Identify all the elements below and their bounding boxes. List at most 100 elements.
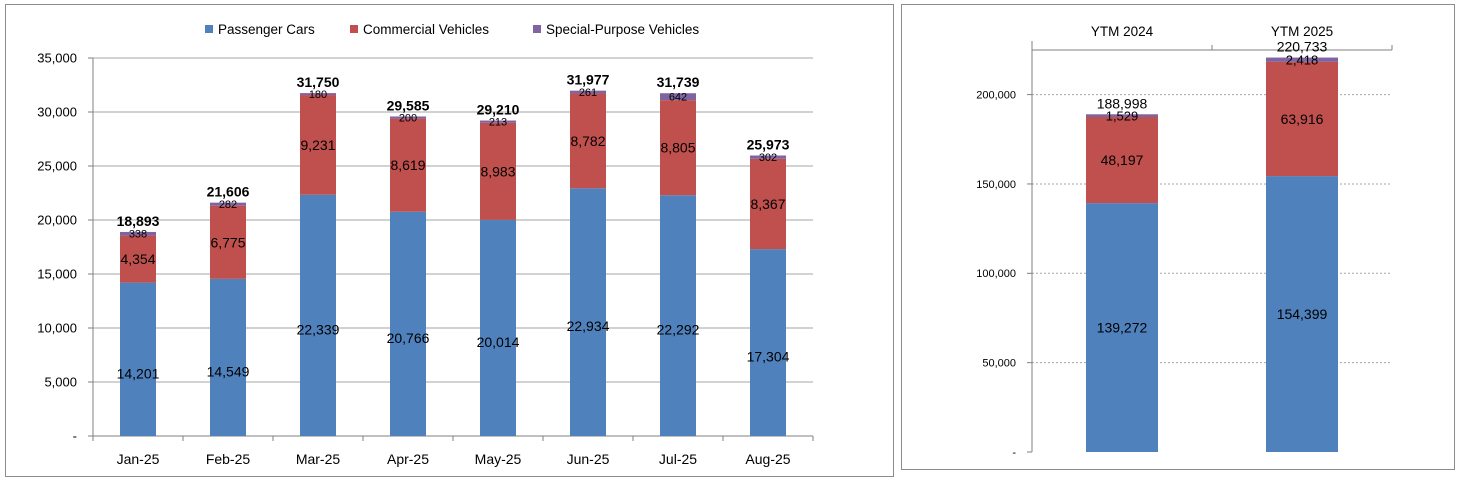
bar-passenger-cars [570, 188, 606, 436]
y-tick-label: 30,000 [37, 105, 77, 120]
bar-passenger-cars [1266, 176, 1338, 452]
bar-commercial-vehicles [660, 100, 696, 196]
data-label-commercial-vehicles: 9,231 [300, 137, 335, 153]
legend-label-commercial-vehicles: Commercial Vehicles [363, 22, 489, 37]
data-label-passenger-cars: 20,014 [477, 334, 520, 350]
bar-special-purpose-vehicles [210, 202, 246, 206]
data-label-commercial-vehicles: 6,775 [210, 234, 245, 250]
legend-swatch-commercial-vehicles [350, 25, 358, 33]
y-tick-label: 20,000 [37, 213, 77, 228]
x-tick-label: YTM 2024 [1091, 24, 1154, 39]
y-tick-label: 5,000 [44, 375, 77, 390]
bar-passenger-cars [660, 195, 696, 436]
total-label: 18,893 [117, 213, 160, 229]
bar-passenger-cars [300, 194, 336, 436]
data-label-commercial-vehicles: 8,805 [660, 140, 695, 156]
data-label-special-purpose-vehicles: 642 [669, 92, 687, 104]
data-label-special-purpose-vehicles: 261 [579, 87, 597, 99]
total-label: 220,733 [1277, 39, 1328, 55]
bar-commercial-vehicles [390, 118, 426, 212]
data-label-passenger-cars: 22,292 [657, 322, 700, 338]
bar-passenger-cars [1086, 203, 1158, 452]
data-label-passenger-cars: 20,766 [387, 330, 430, 346]
legend-swatch-passenger-cars [205, 25, 213, 33]
bar-special-purpose-vehicles [1266, 57, 1338, 62]
data-label-passenger-cars: 139,272 [1097, 320, 1148, 336]
bar-passenger-cars [120, 282, 156, 436]
data-label-special-purpose-vehicles: 2,418 [1286, 52, 1319, 67]
bar-special-purpose-vehicles [480, 120, 516, 123]
data-label-special-purpose-vehicles: 200 [399, 113, 417, 125]
bar-special-purpose-vehicles [660, 93, 696, 101]
x-tick-label: Jun-25 [567, 451, 610, 467]
y-tick-label: 50,000 [982, 358, 1016, 370]
y-tick-label: 150,000 [976, 179, 1016, 191]
data-label-special-purpose-vehicles: 213 [489, 117, 507, 129]
legend-label-passenger-cars: Passenger Cars [218, 22, 315, 37]
y-tick-label: 100,000 [976, 268, 1016, 280]
x-tick-label: May-25 [475, 451, 522, 467]
data-label-special-purpose-vehicles: 180 [309, 89, 327, 101]
bar-special-purpose-vehicles [120, 231, 156, 236]
x-tick-label: Mar-25 [296, 451, 341, 467]
bar-commercial-vehicles [1266, 61, 1338, 177]
bar-special-purpose-vehicles [300, 93, 336, 96]
data-label-commercial-vehicles: 8,983 [480, 163, 515, 179]
x-tick-label: Jul-25 [659, 451, 697, 467]
data-label-passenger-cars: 14,201 [117, 365, 160, 381]
x-tick-label: YTM 2025 [1271, 24, 1333, 39]
y-tick-label: 10,000 [37, 321, 77, 336]
data-label-passenger-cars: 22,934 [567, 318, 610, 334]
total-label: 29,210 [477, 102, 520, 118]
ytm-sales-chart: - 50,000 100,000 150,000 200,000 YTM 2024 YTM … [976, 24, 1393, 459]
bar-special-purpose-vehicles [570, 90, 606, 94]
bar-passenger-cars [390, 211, 426, 436]
data-label-commercial-vehicles: 8,782 [570, 133, 605, 149]
y-tick-label: 15,000 [37, 267, 77, 282]
data-label-passenger-cars: 17,304 [747, 349, 790, 365]
data-label-commercial-vehicles: 63,916 [1281, 111, 1324, 127]
bar-commercial-vehicles [120, 235, 156, 283]
bar-special-purpose-vehicles [1086, 114, 1158, 118]
x-tick-label: Apr-25 [387, 451, 429, 467]
bar-commercial-vehicles [480, 122, 516, 220]
data-label-special-purpose-vehicles: 338 [129, 229, 147, 241]
bar-commercial-vehicles [750, 158, 786, 250]
bar-passenger-cars [210, 278, 246, 436]
data-label-commercial-vehicles: 4,354 [120, 251, 155, 267]
y-tick-label: - [1012, 447, 1016, 459]
bar-special-purpose-vehicles [750, 155, 786, 159]
y-tick-label: 35,000 [37, 51, 77, 66]
y-tick-label: - [73, 429, 77, 444]
y-tick-label: 200,000 [976, 89, 1016, 101]
total-label: 188,998 [1097, 95, 1148, 111]
total-label: 31,739 [657, 74, 700, 90]
bar-passenger-cars [750, 249, 786, 436]
data-label-special-purpose-vehicles: 1,529 [1106, 108, 1139, 123]
bar-commercial-vehicles [570, 93, 606, 189]
data-label-passenger-cars: 154,399 [1277, 306, 1328, 322]
monthly-sales-chart: - 5,000 10,000 15,000 20,000 25,000 30,000 35,0… [37, 22, 814, 467]
bar-commercial-vehicles [210, 205, 246, 279]
total-label: 29,585 [387, 97, 430, 113]
data-label-special-purpose-vehicles: 302 [759, 152, 777, 164]
bar-special-purpose-vehicles [390, 116, 426, 119]
data-label-passenger-cars: 14,549 [207, 363, 250, 379]
bar-commercial-vehicles [300, 95, 336, 195]
ytm-chart-panel: - 50,000 100,000 150,000 200,000 YTM 2024 YTM … [901, 4, 1455, 470]
data-label-commercial-vehicles: 48,197 [1101, 152, 1144, 168]
legend-label-special-purpose-vehicles: Special-Purpose Vehicles [546, 22, 699, 37]
x-tick-label: Feb-25 [206, 451, 251, 467]
data-label-commercial-vehicles: 8,367 [750, 196, 785, 212]
total-label: 25,973 [747, 136, 790, 152]
monthly-chart-panel: - 5,000 10,000 15,000 20,000 25,000 30,000 35,0… [5, 4, 894, 477]
bar-passenger-cars [480, 219, 516, 436]
legend-swatch-special-purpose-vehicles [533, 25, 541, 33]
y-tick-label: 25,000 [37, 159, 77, 174]
x-tick-label: Aug-25 [745, 451, 790, 467]
bar-commercial-vehicles [1086, 117, 1158, 204]
data-label-special-purpose-vehicles: 282 [219, 199, 237, 211]
total-label: 31,977 [567, 72, 610, 88]
data-label-commercial-vehicles: 8,619 [390, 157, 425, 173]
total-label: 21,606 [207, 184, 250, 200]
